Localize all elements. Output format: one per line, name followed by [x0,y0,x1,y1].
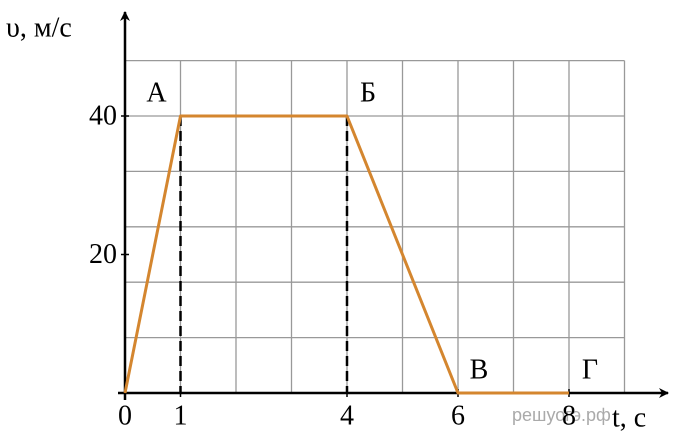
point-label: В [470,354,489,385]
x-tick-label: 8 [562,400,576,431]
point-label: Г [582,354,598,385]
watermark: решуогэ.рф [512,405,611,425]
x-tick-label: 4 [340,400,354,431]
y-tick-label: 40 [89,100,117,131]
x-tick-label: 6 [451,400,465,431]
point-label: А [146,77,167,108]
y-axis-title: υ, м/с [6,12,72,43]
line [123,114,569,395]
x-axis-title: t, с [612,402,646,433]
x-tick-label: 1 [174,400,188,431]
point-label: Б [360,77,376,108]
y-tick-label: 20 [89,239,117,270]
x-tick-label: 0 [118,400,132,431]
grid [124,59,626,394]
